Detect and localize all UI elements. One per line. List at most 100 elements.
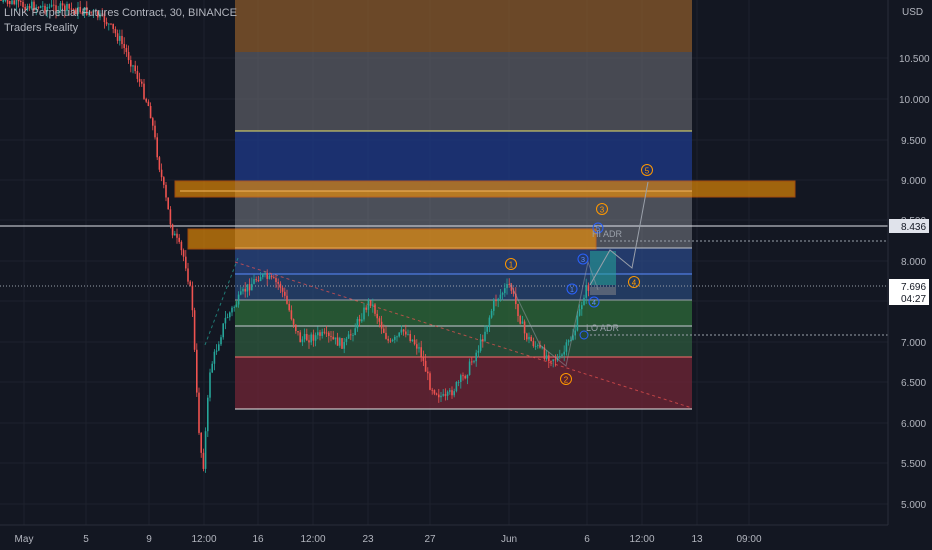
candle-body [196, 349, 198, 393]
candle-body [154, 125, 156, 138]
candle-body [394, 336, 396, 340]
candle-body [125, 47, 128, 52]
candle-body [385, 332, 387, 339]
indicator-name[interactable]: Traders Reality [4, 22, 79, 34]
svg-text:4: 4 [592, 298, 596, 307]
candle-body [257, 280, 260, 282]
sub-wave-label-4: 4 [588, 296, 600, 308]
candle-body [350, 334, 352, 336]
svg-text:3: 3 [600, 206, 605, 215]
candle-body [138, 78, 141, 82]
candle-body [147, 101, 150, 107]
candle-body [26, 6, 29, 11]
candle-body [517, 304, 519, 316]
candle-body [114, 28, 117, 34]
candle-body [570, 339, 572, 341]
candle-body [215, 350, 218, 352]
candle-body [99, 13, 101, 18]
candle-body [81, 12, 84, 15]
candle-body [266, 273, 268, 279]
candle-body [356, 318, 359, 329]
candle-body [163, 177, 165, 185]
candle-body [0, 0, 2, 1]
candle-body [132, 65, 134, 67]
candle-body [506, 283, 508, 289]
candle-body [548, 355, 550, 362]
candle-body [374, 304, 376, 314]
candle-body [433, 390, 436, 394]
candle-body [559, 355, 561, 358]
candle-body [297, 331, 299, 333]
candle-countdown: 04:27 [901, 294, 926, 305]
candle-body [541, 347, 543, 349]
candle-body [402, 329, 405, 332]
x-tick: 09:00 [736, 534, 761, 545]
candle-body [251, 283, 253, 291]
candle-body [468, 361, 471, 375]
candle-body [193, 310, 196, 350]
candle-body [405, 331, 407, 335]
candle-body [407, 334, 409, 335]
candle-body [543, 347, 546, 360]
wave-label-2: 2 [560, 373, 572, 385]
candle-body [565, 342, 568, 352]
candle-body [493, 300, 495, 311]
wave-labels: 1 2 3 4 5 [505, 164, 653, 385]
candle-body [332, 336, 334, 340]
candle-body [53, 4, 55, 6]
candle-body [211, 363, 213, 373]
price-axis[interactable]: USD 10.500 10.000 9.500 9.000 8.500 8.00… [887, 0, 932, 525]
candle-body [72, 9, 75, 10]
candle-body [519, 315, 521, 324]
candle-body [473, 361, 475, 363]
candle-body [187, 268, 189, 282]
candle-body [11, 0, 13, 5]
candle-body [35, 7, 37, 10]
candle-body [288, 303, 290, 311]
x-tick: 6 [584, 534, 590, 545]
x-tick: 12:00 [629, 534, 654, 545]
candle-body [284, 291, 286, 296]
svg-text:8.436: 8.436 [901, 222, 926, 233]
candle-body [308, 340, 310, 343]
candle-body [444, 394, 447, 396]
candle-body [563, 351, 565, 355]
x-tick: 27 [424, 534, 436, 545]
candle-body [319, 332, 321, 336]
candle-body [532, 341, 535, 347]
time-axis[interactable]: May 5 9 12:00 16 12:00 23 27 Jun 6 12:00… [0, 524, 888, 550]
candle-body [174, 233, 176, 236]
symbol-title[interactable]: LINK Perpetual Futures Contract, 30, BIN… [4, 7, 237, 19]
candle-body [477, 350, 480, 353]
candle-body [226, 317, 229, 319]
sub-wave-label-5: 5 [592, 222, 604, 234]
x-tick: 23 [362, 534, 374, 545]
zone-grey [235, 52, 692, 131]
y-tick: 10.500 [899, 54, 930, 65]
candle-body [508, 283, 510, 285]
svg-text:1: 1 [570, 285, 574, 294]
candle-body [552, 359, 554, 362]
candle-body [453, 391, 455, 396]
candle-body [464, 376, 466, 379]
candle-body [378, 318, 381, 322]
candle-body [182, 250, 185, 257]
candle-body [376, 313, 378, 319]
candle-body [127, 51, 130, 61]
candle-body [141, 81, 143, 84]
x-tick: 12:00 [300, 534, 325, 545]
candle-body [526, 333, 528, 340]
candle-body [497, 298, 499, 302]
svg-text:7.696: 7.696 [901, 282, 926, 293]
candle-body [213, 351, 216, 364]
candle-body [567, 340, 570, 343]
candle-body [88, 11, 90, 15]
candle-body [57, 10, 59, 13]
candle-body [312, 334, 315, 341]
candle-body [495, 300, 497, 302]
x-tick: 13 [691, 534, 703, 545]
candle-body [440, 395, 442, 398]
sub-wave-label-1: 1 [566, 283, 578, 295]
x-tick: 12:00 [191, 534, 216, 545]
